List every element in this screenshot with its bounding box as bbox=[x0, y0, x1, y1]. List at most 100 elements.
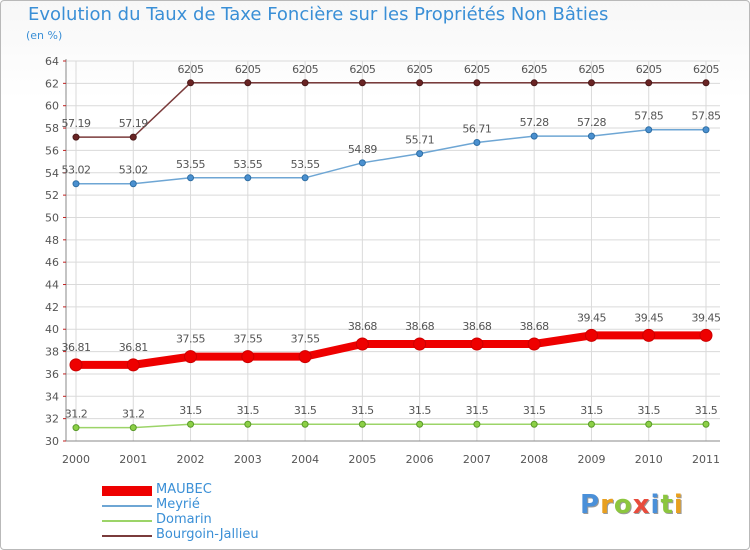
logo-letter: x bbox=[632, 490, 651, 520]
data-label-maubec: 39.45 bbox=[577, 311, 606, 324]
legend-swatch-maubec bbox=[102, 486, 152, 496]
data-point-meyri- bbox=[244, 174, 252, 182]
legend-swatch-domarin bbox=[102, 520, 152, 522]
x-tick-label: 2006 bbox=[406, 453, 434, 466]
legend-label-maubec: MAUBEC bbox=[156, 482, 212, 497]
y-tick-label: 30 bbox=[45, 435, 59, 448]
data-label-meyri-: 54.89 bbox=[348, 143, 377, 156]
data-point-maubec bbox=[126, 358, 140, 372]
data-label-maubec: 36.81 bbox=[119, 341, 148, 354]
data-label-domarin: 31.5 bbox=[523, 404, 546, 417]
data-label-maubec: 36.81 bbox=[62, 341, 91, 354]
y-tick-label: 52 bbox=[45, 189, 59, 202]
data-point-domarin bbox=[645, 420, 653, 428]
data-label-bourgoin-jallieu: 57.19 bbox=[62, 117, 91, 130]
data-label-meyri-: 53.02 bbox=[62, 164, 91, 177]
y-tick-label: 64 bbox=[45, 55, 59, 68]
data-label-meyri-: 55.71 bbox=[405, 134, 434, 147]
data-point-maubec bbox=[184, 350, 198, 364]
data-label-bourgoin-jallieu: 6205 bbox=[521, 63, 547, 76]
data-point-bourgoin-jallieu bbox=[416, 79, 424, 87]
logo-letter: P bbox=[580, 490, 601, 520]
legend-item-bourgoin-jallieu: Bourgoin-Jallieu bbox=[102, 527, 302, 544]
data-point-domarin bbox=[416, 420, 424, 428]
data-point-maubec bbox=[584, 328, 598, 342]
data-point-maubec bbox=[69, 358, 83, 372]
y-tick-label: 36 bbox=[45, 368, 59, 381]
logo-letter: i bbox=[673, 490, 684, 520]
data-label-meyri-: 53.55 bbox=[291, 158, 320, 171]
legend-swatch-bourgoin-jallieu bbox=[102, 535, 152, 537]
x-tick-label: 2005 bbox=[348, 453, 376, 466]
data-label-bourgoin-jallieu: 6205 bbox=[349, 63, 375, 76]
data-point-meyri- bbox=[301, 174, 309, 182]
data-label-domarin: 31.5 bbox=[294, 404, 317, 417]
y-tick-label: 54 bbox=[45, 167, 59, 180]
data-point-maubec bbox=[527, 337, 541, 351]
data-point-meyri- bbox=[645, 126, 653, 134]
legend-item-meyrie: Meyrié bbox=[102, 497, 302, 514]
data-label-domarin: 31.5 bbox=[179, 404, 202, 417]
logo-letter: o bbox=[613, 490, 633, 520]
data-label-maubec: 38.68 bbox=[520, 320, 549, 333]
data-point-bourgoin-jallieu bbox=[358, 79, 366, 87]
y-tick-label: 32 bbox=[45, 413, 59, 426]
x-tick-label: 2002 bbox=[177, 453, 205, 466]
chart-title: Evolution du Taux de Taxe Foncière sur l… bbox=[28, 4, 609, 25]
data-label-meyri-: 53.55 bbox=[176, 158, 205, 171]
y-tick-label: 58 bbox=[45, 122, 59, 135]
data-label-maubec: 39.45 bbox=[692, 311, 721, 324]
legend-label-domarin: Domarin bbox=[156, 512, 212, 527]
x-tick-label: 2000 bbox=[62, 453, 90, 466]
data-label-maubec: 37.55 bbox=[291, 333, 320, 346]
x-tick-label: 2007 bbox=[463, 453, 491, 466]
data-point-maubec bbox=[470, 337, 484, 351]
data-point-bourgoin-jallieu bbox=[645, 79, 653, 87]
data-label-maubec: 38.68 bbox=[462, 320, 491, 333]
data-label-bourgoin-jallieu: 57.19 bbox=[119, 117, 148, 130]
data-point-meyri- bbox=[129, 180, 137, 188]
data-point-domarin bbox=[72, 424, 80, 432]
x-tick-label: 2008 bbox=[520, 453, 548, 466]
data-label-meyri-: 57.28 bbox=[520, 116, 549, 129]
data-label-maubec: 38.68 bbox=[405, 320, 434, 333]
y-tick-label: 46 bbox=[45, 256, 59, 269]
data-label-meyri-: 56.71 bbox=[462, 122, 491, 135]
data-point-meyri- bbox=[702, 126, 710, 134]
data-point-bourgoin-jallieu bbox=[129, 133, 137, 141]
data-point-domarin bbox=[587, 420, 595, 428]
data-label-bourgoin-jallieu: 6205 bbox=[407, 63, 433, 76]
data-label-maubec: 38.68 bbox=[348, 320, 377, 333]
legend-label-bourgoin-jallieu: Bourgoin-Jallieu bbox=[156, 527, 259, 542]
y-tick-label: 50 bbox=[45, 211, 59, 224]
data-point-domarin bbox=[187, 420, 195, 428]
y-tick-label: 42 bbox=[45, 301, 59, 314]
series-line-domarin bbox=[76, 423, 706, 429]
x-tick-label: 2003 bbox=[234, 453, 262, 466]
y-tick-label: 40 bbox=[45, 323, 59, 336]
data-point-maubec bbox=[241, 350, 255, 364]
data-label-bourgoin-jallieu: 6205 bbox=[578, 63, 604, 76]
data-point-maubec bbox=[355, 337, 369, 351]
data-label-meyri-: 57.85 bbox=[634, 110, 663, 123]
y-tick-label: 34 bbox=[45, 390, 59, 403]
data-point-maubec bbox=[413, 337, 427, 351]
data-point-meyri- bbox=[587, 132, 595, 140]
data-point-domarin bbox=[530, 420, 538, 428]
logo-letter: i bbox=[650, 490, 661, 520]
y-tick-label: 62 bbox=[45, 77, 59, 90]
data-point-bourgoin-jallieu bbox=[702, 79, 710, 87]
data-point-domarin bbox=[129, 424, 137, 432]
logo-letter: t bbox=[660, 490, 674, 520]
data-label-domarin: 31.5 bbox=[580, 404, 603, 417]
data-point-bourgoin-jallieu bbox=[473, 79, 481, 87]
data-label-domarin: 31.5 bbox=[695, 404, 718, 417]
logo-letter: r bbox=[600, 490, 614, 520]
data-label-meyri-: 57.85 bbox=[692, 110, 721, 123]
data-label-bourgoin-jallieu: 6205 bbox=[636, 63, 662, 76]
data-point-bourgoin-jallieu bbox=[301, 79, 309, 87]
data-point-bourgoin-jallieu bbox=[187, 79, 195, 87]
data-label-meyri-: 53.55 bbox=[233, 158, 262, 171]
